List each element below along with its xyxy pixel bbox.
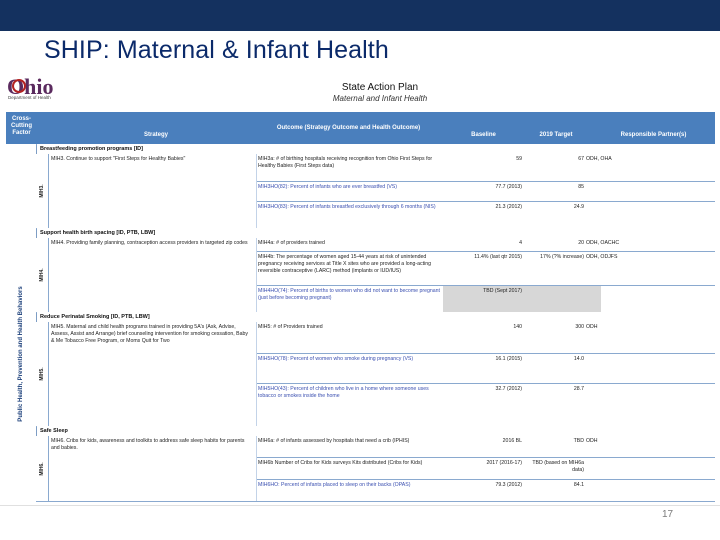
goal-band: MIH3. [36, 154, 49, 228]
shaded-cell [443, 286, 601, 312]
outcome-text: MIH3HO(83): Percent of infants breastfed… [258, 204, 436, 210]
section-title: Safe Sleep [37, 426, 715, 436]
target-value: 17% (?% increase) [540, 254, 584, 260]
baseline-value: 4 [519, 240, 522, 246]
baseline-value: 77.7 (2013) [495, 184, 522, 190]
column-divider [256, 154, 257, 228]
baseline-value: TBD (Sept 2017) [483, 288, 522, 294]
goal-band: MIH5. [36, 322, 49, 426]
goal-code: MIH3. [39, 184, 45, 198]
baseline-value: 59 [516, 156, 522, 162]
row-divider [257, 479, 715, 480]
action-plan-table: Cross-Cutting Factor Strategy Outcome (S… [6, 112, 715, 502]
header-baseline: Baseline [471, 132, 496, 138]
goal-code: MIH5. [39, 367, 45, 381]
baseline-value: 11.4% (last qtr 2015) [474, 254, 522, 260]
row-divider [257, 251, 715, 252]
row-divider [257, 181, 715, 182]
page-number: 17 [662, 509, 674, 520]
target-value: 85 [578, 184, 584, 190]
plan-title: State Action Plan [341, 82, 419, 93]
table-header: Cross-Cutting Factor Strategy Outcome (S… [6, 112, 715, 144]
row-divider [257, 353, 715, 354]
goal-band: MIH4. [36, 238, 49, 312]
outcome-text: MIH6b Number of Cribs for Kids surveys K… [258, 460, 423, 466]
outcome-text: MIH5HO(78): Percent of women who smoke d… [258, 356, 414, 362]
strategy-text: MIH4. Providing family planning, contrac… [51, 240, 248, 246]
partner-value: ODH [586, 438, 598, 444]
target-value: TBD (based on MIH6a data) [532, 460, 584, 473]
plan-subtitle: Maternal and Infant Health [332, 94, 428, 103]
header-strategy: Strategy [143, 132, 168, 138]
section-title: Breastfeeding promotion programs [ID] [37, 144, 715, 154]
outcome-text: MIH6HO: Percent of infants placed to sle… [258, 482, 411, 488]
goal-code: MIH4. [39, 268, 45, 282]
outcome-text: MIH4HO(74): Percent of births to women w… [258, 288, 440, 301]
goal-band: MIH6. [36, 436, 49, 502]
cross-cutting-label: Public Health, Prevention and Health Beh… [18, 286, 24, 422]
header-target: 2019 Target [539, 132, 573, 138]
target-value: 20 [578, 240, 584, 246]
baseline-value: 32.7 (2012) [495, 386, 522, 392]
target-value: 24.9 [573, 204, 584, 210]
strategy-text: MIH6. Cribs for kids, awareness and tool… [51, 438, 245, 451]
target-value: 84.1 [573, 482, 584, 488]
partner-value: ODH [586, 324, 598, 330]
baseline-value: 16.1 (2015) [495, 356, 522, 362]
slide-title: SHIP: Maternal & Infant Health [44, 36, 389, 64]
baseline-value: 2017 (2016-17) [486, 460, 522, 466]
target-value: 14.0 [573, 356, 584, 362]
section-title: Reduce Perinatal Smoking [ID, PTB, LBW] [37, 312, 715, 322]
outcome-text: MIH4a: # of providers trained [258, 240, 325, 246]
baseline-value: 140 [513, 324, 522, 330]
footer-divider [0, 505, 720, 506]
partner-value: ODH, OACHC [586, 240, 620, 246]
strategy-text: MIH5. Maternal and child health programs… [51, 324, 248, 344]
partner-value: ODH, OHA [586, 156, 612, 162]
target-value: 300 [575, 324, 584, 330]
cross-cutting-band: Public Health, Prevention and Health Beh… [6, 144, 37, 502]
target-value: 67 [578, 156, 584, 162]
section-title: Support health birth spacing [ID, PTB, L… [37, 228, 715, 238]
ohio-logo: Ohio Department of Health [7, 74, 77, 104]
row-divider [257, 201, 715, 202]
column-divider [256, 322, 257, 426]
target-value: TBD [573, 438, 584, 444]
row-divider [257, 285, 715, 286]
outcome-text: MIH4b: The percentage of women aged 15-4… [258, 254, 432, 274]
table-bottom-border [36, 501, 715, 502]
goal-code: MIH6. [39, 462, 45, 476]
target-value: 28.7 [573, 386, 584, 392]
strategy-text: MIH3. Continue to support "First Steps f… [51, 156, 186, 162]
header-cross-cutting: Cross-Cutting Factor [11, 116, 32, 136]
row-divider [257, 457, 715, 458]
outcome-text: MIH3HO(82): Percent of infants who are e… [258, 184, 397, 190]
logo-subtitle: Department of Health [8, 95, 51, 100]
outcome-text: MIH5HO(43): Percent of children who live… [258, 386, 429, 399]
header-outcome: Outcome (Strategy Outcome and Health Out… [276, 125, 421, 131]
logo-ring-icon [12, 79, 26, 93]
outcome-text: MIH5: # of Providers trained [258, 324, 323, 330]
row-divider [257, 383, 715, 384]
partner-value: ODH, ODJFS [586, 254, 618, 260]
baseline-value: 21.3 (2012) [495, 204, 522, 210]
baseline-value: 2016 BL [502, 438, 522, 444]
column-divider [256, 436, 257, 502]
top-banner [0, 0, 720, 31]
header-partners: Responsible Partner(s) [620, 132, 687, 138]
column-divider [256, 238, 257, 312]
outcome-text: MIH3a: # of birthing hospitals receiving… [258, 156, 433, 169]
baseline-value: 79.3 (2012) [495, 482, 522, 488]
outcome-text: MIH6a: # of infants assessed by hospital… [258, 438, 410, 444]
